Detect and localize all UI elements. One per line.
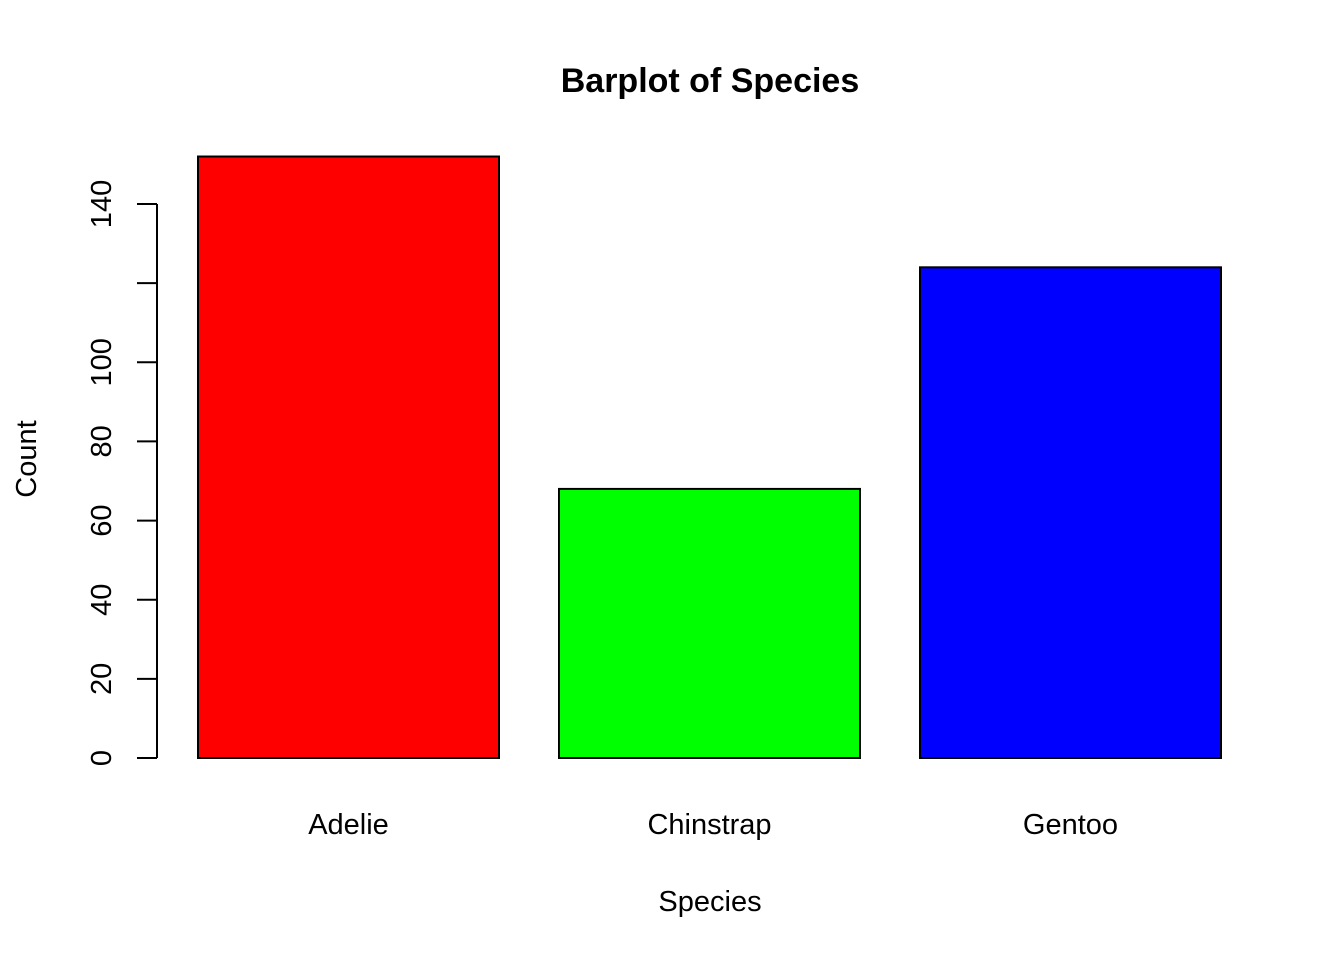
category-label-gentoo: Gentoo xyxy=(1023,809,1118,841)
y-tick-label-80: 80 xyxy=(86,425,118,457)
category-label-chinstrap: Chinstrap xyxy=(647,809,771,841)
y-axis-title: Count xyxy=(11,420,43,497)
y-tick-label-20: 20 xyxy=(86,663,118,695)
x-axis-title: Species xyxy=(658,886,761,918)
bar-chinstrap xyxy=(558,487,861,759)
category-labels: Adelie Chinstrap Gentoo xyxy=(308,809,1118,841)
category-label-adelie: Adelie xyxy=(308,809,389,841)
bar-gentoo xyxy=(919,266,1222,759)
y-tick-label-0: 0 xyxy=(86,750,118,766)
y-tick-label-100: 100 xyxy=(86,338,118,386)
bar-adelie xyxy=(197,155,500,759)
y-tick-label-40: 40 xyxy=(86,584,118,616)
chart-title: Barplot of Species xyxy=(561,62,860,100)
y-tick-label-60: 60 xyxy=(86,504,118,536)
y-tick-label-140: 140 xyxy=(86,180,118,228)
bars-group xyxy=(197,155,1222,759)
y-axis: 0 20 40 60 80 100 140 xyxy=(86,180,158,766)
